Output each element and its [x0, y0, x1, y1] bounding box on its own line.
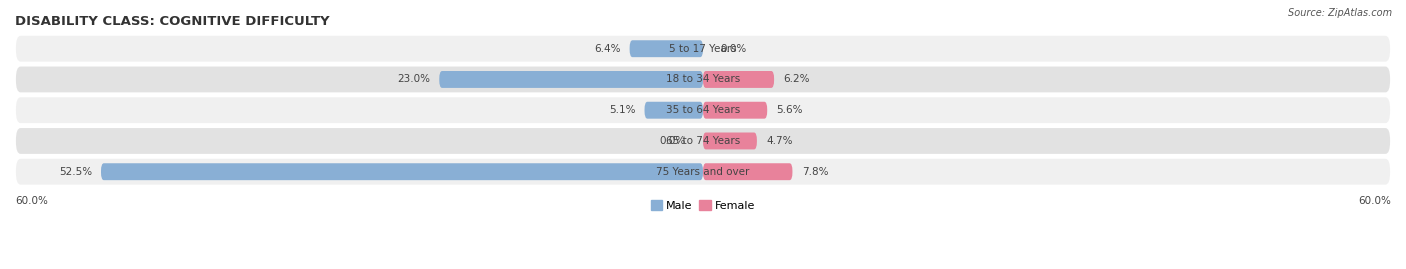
FancyBboxPatch shape [630, 40, 703, 57]
Text: 65 to 74 Years: 65 to 74 Years [666, 136, 740, 146]
FancyBboxPatch shape [15, 66, 1391, 92]
FancyBboxPatch shape [644, 102, 703, 119]
Text: DISABILITY CLASS: COGNITIVE DIFFICULTY: DISABILITY CLASS: COGNITIVE DIFFICULTY [15, 15, 329, 28]
Text: 60.0%: 60.0% [1358, 196, 1391, 206]
FancyBboxPatch shape [703, 133, 756, 149]
Text: 0.0%: 0.0% [659, 136, 686, 146]
Text: 5.6%: 5.6% [776, 105, 803, 115]
Text: 5.1%: 5.1% [609, 105, 636, 115]
Text: 4.7%: 4.7% [766, 136, 793, 146]
FancyBboxPatch shape [439, 71, 703, 88]
Text: 52.5%: 52.5% [59, 167, 91, 177]
FancyBboxPatch shape [703, 102, 768, 119]
FancyBboxPatch shape [15, 128, 1391, 154]
FancyBboxPatch shape [703, 71, 775, 88]
Text: 75 Years and over: 75 Years and over [657, 167, 749, 177]
FancyBboxPatch shape [15, 97, 1391, 123]
Text: 5 to 17 Years: 5 to 17 Years [669, 44, 737, 54]
Text: Source: ZipAtlas.com: Source: ZipAtlas.com [1288, 8, 1392, 18]
Text: 6.4%: 6.4% [593, 44, 620, 54]
Text: 18 to 34 Years: 18 to 34 Years [666, 75, 740, 84]
Text: 23.0%: 23.0% [396, 75, 430, 84]
Legend: Male, Female: Male, Female [647, 196, 759, 215]
Text: 0.0%: 0.0% [720, 44, 747, 54]
FancyBboxPatch shape [15, 159, 1391, 185]
Text: 35 to 64 Years: 35 to 64 Years [666, 105, 740, 115]
FancyBboxPatch shape [101, 163, 703, 180]
Text: 60.0%: 60.0% [15, 196, 48, 206]
FancyBboxPatch shape [15, 36, 1391, 62]
Text: 7.8%: 7.8% [801, 167, 828, 177]
FancyBboxPatch shape [703, 163, 793, 180]
Text: 6.2%: 6.2% [783, 75, 810, 84]
